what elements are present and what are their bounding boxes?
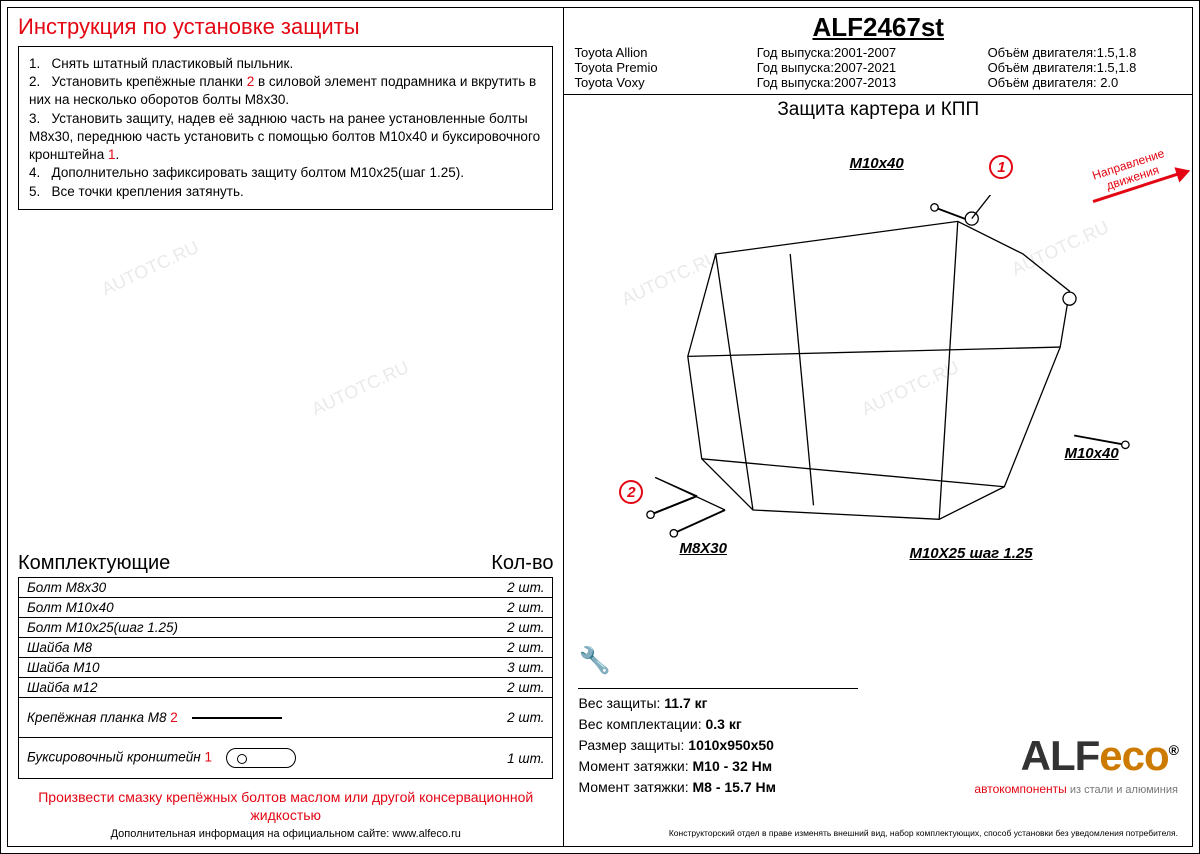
- kit-table: Болт М8х302 шт. Болт М10х402 шт. Болт М1…: [18, 577, 553, 779]
- instructions-title: Инструкция по установке защиты: [8, 8, 563, 43]
- kit-row: Шайба м122 шт.: [19, 678, 552, 698]
- kit-row: Болт М8х302 шт.: [19, 578, 552, 598]
- spec-line: Момент затяжки: М10 - 32 Нм: [578, 756, 858, 777]
- spec-line: Размер защиты: 1010х950х50: [578, 735, 858, 756]
- bolt-label: М10x40: [849, 155, 903, 172]
- product-subtitle: Защита картера и КПП: [564, 95, 1192, 121]
- kit-header-left: Комплектующие: [18, 552, 170, 575]
- instructions-box: 1. Снять штатный пластиковый пыльник. 2.…: [18, 46, 553, 210]
- tow-bracket-icon: [226, 748, 296, 768]
- instruction-step: 2. Установить крепёжные планки 2 в силов…: [29, 73, 542, 109]
- kit-header-right: Кол-во: [491, 552, 553, 575]
- kit-header: Комплектующие Кол-во: [18, 552, 553, 575]
- instruction-step: 1. Снять штатный пластиковый пыльник.: [29, 55, 542, 73]
- instruction-step: 5. Все точки крепления затянуть.: [29, 183, 542, 201]
- kit-row: Болт М10х25(шаг 1.25)2 шт.: [19, 618, 552, 638]
- document-frame: AUTOTC.RU AUTOTC.RU AUTOTC.RU AUTOTC.RU …: [7, 7, 1193, 847]
- car-compatibility-table: Toyota AllionГод выпуска:2001-2007Объём …: [564, 45, 1192, 95]
- spec-line: Вес защиты: 11.7 кг: [578, 693, 858, 714]
- instruction-step: 3. Установить защиту, надев её заднюю ча…: [29, 110, 542, 165]
- bolt-label: М10X25 шаг 1.25: [909, 545, 1032, 562]
- diagram-area: Направление движения: [574, 125, 1182, 595]
- part-number: ALF2467st: [564, 8, 1192, 45]
- kit-row: Шайба М82 шт.: [19, 638, 552, 658]
- instruction-step: 4. Дополнительно зафиксировать защиту бо…: [29, 164, 542, 182]
- legal-note: Конструкторский отдел в праве изменять в…: [669, 828, 1178, 838]
- wrench-icon: 🔧: [578, 645, 610, 676]
- left-panel: Инструкция по установке защиты 1. Снять …: [8, 8, 564, 846]
- bracket-line-icon: [192, 717, 282, 719]
- callout-1: 1: [989, 155, 1013, 179]
- car-row: Toyota AllionГод выпуска:2001-2007Объём …: [574, 45, 1182, 60]
- right-panel: ALF2467st Toyota AllionГод выпуска:2001-…: [564, 8, 1192, 846]
- kit-row: Буксировочный кронштейн 1 1 шт.: [19, 738, 552, 778]
- spec-line: Вес комплектации: 0.3 кг: [578, 714, 858, 735]
- spec-line: Момент затяжки: М8 - 15.7 Нм: [578, 777, 858, 798]
- brand-logo: ALFeco® автокомпоненты из стали и алюмин…: [974, 732, 1178, 798]
- car-row: Toyota VoxyГод выпуска:2007-2013Объём дв…: [574, 75, 1182, 90]
- bolt-label: М10x40: [1064, 445, 1118, 462]
- shield-drawing: [604, 195, 1144, 555]
- website-note: Дополнительная информация на официальном…: [8, 828, 563, 846]
- specs-box: Вес защиты: 11.7 кг Вес комплектации: 0.…: [578, 688, 858, 798]
- car-row: Toyota PremioГод выпуска:2007-2021Объём …: [574, 60, 1182, 75]
- kit-row: Болт М10х402 шт.: [19, 598, 552, 618]
- kit-row: Шайба М103 шт.: [19, 658, 552, 678]
- bolt-label: М8X30: [679, 540, 727, 557]
- kit-row: Крепёжная планка М8 2 2 шт.: [19, 698, 552, 738]
- lubrication-note: Произвести смазку крепёжных болтов масло…: [8, 785, 563, 828]
